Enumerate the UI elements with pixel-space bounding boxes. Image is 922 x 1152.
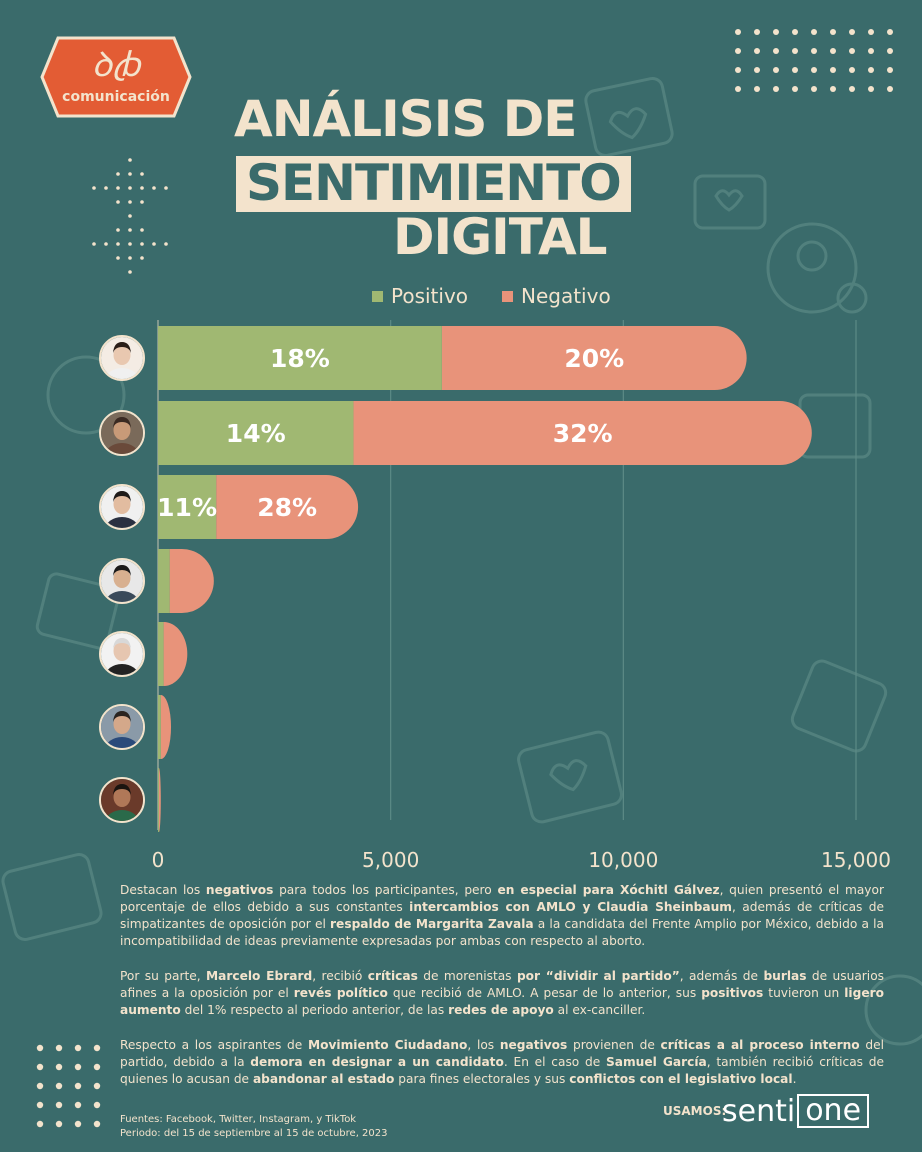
paragraph-2: Por su parte, Marcelo Ebrard, recibió cr… xyxy=(120,969,885,1017)
person-icon xyxy=(101,706,143,748)
candidate-avatar xyxy=(99,704,145,750)
title-line-1: ANÁLISIS DE xyxy=(234,90,577,148)
bar-negative xyxy=(163,622,188,686)
logo: ꝺꞗ comunicación xyxy=(40,32,192,122)
x-tick-label: 10,000 xyxy=(588,848,658,872)
legend-positive: Positivo xyxy=(372,284,468,308)
sentione-logo-a: senti xyxy=(722,1093,796,1129)
bar-negative xyxy=(353,401,812,465)
paragraph-3: Respecto a los aspirantes de Movimiento … xyxy=(120,1038,884,1086)
heart-bubble-icon xyxy=(790,659,888,753)
x-tick-label: 5,000 xyxy=(362,848,419,872)
sentione-logo: senti one xyxy=(722,1093,870,1129)
heart-bubble-icon xyxy=(1,853,103,941)
sources-text: Fuentes: Facebook, Twitter, Instagram, y… xyxy=(120,1114,357,1125)
candidate-avatar xyxy=(99,777,145,823)
dots-bottom-left xyxy=(36,1044,101,1128)
logo-text: comunicación xyxy=(62,89,170,105)
candidate-avatar xyxy=(99,484,145,530)
legend-label-negative: Negativo xyxy=(521,284,611,308)
bar-negative xyxy=(160,695,172,759)
person-icon xyxy=(101,560,143,602)
bar-negative xyxy=(158,768,161,832)
data-label-negative: 28% xyxy=(257,493,317,522)
data-label-positive: 11% xyxy=(157,493,217,522)
dots-top-right xyxy=(735,29,893,92)
legend-label-positive: Positivo xyxy=(391,284,469,308)
dots-left xyxy=(92,158,168,274)
person-icon xyxy=(101,486,143,528)
bar-negative xyxy=(169,549,214,613)
heart-bubble-icon xyxy=(584,76,674,158)
title-line-3: DIGITAL xyxy=(393,208,608,266)
legend-swatch-negative xyxy=(502,290,513,302)
data-label-positive: 18% xyxy=(270,344,330,373)
heart-bubble-icon xyxy=(517,730,623,824)
heart-bubble-icon xyxy=(693,174,767,230)
candidate-avatar xyxy=(99,558,145,604)
bar-positive xyxy=(158,549,170,613)
sentiment-bar-chart: 18% 20% 14% 32% 11% 28% 0 5,000 10,000 15,000 xyxy=(152,320,891,872)
heart-icon xyxy=(714,189,744,212)
candidate-avatar xyxy=(99,335,145,381)
data-label-negative: 32% xyxy=(553,419,613,448)
legend-negative: Negativo xyxy=(502,284,611,308)
title-line-2: SENTIMIENTO xyxy=(236,156,631,212)
person-icon xyxy=(101,337,143,379)
person-icon xyxy=(101,412,143,454)
heart-icon xyxy=(549,759,588,792)
data-label-positive: 14% xyxy=(226,419,286,448)
bar-negative xyxy=(216,475,359,539)
user-icon xyxy=(46,355,126,435)
svg-text:ꝺꞗ: ꝺꞗ xyxy=(92,45,142,85)
candidate-avatar xyxy=(99,410,145,456)
sentione-logo-b: one xyxy=(797,1094,870,1128)
usamos-label: USAMOS: xyxy=(663,1104,727,1118)
x-tick-label: 0 xyxy=(152,848,165,872)
person-icon xyxy=(101,633,143,675)
bar-positive xyxy=(158,475,217,539)
data-label-negative: 20% xyxy=(564,344,624,373)
x-tick-label: 15,000 xyxy=(821,848,891,872)
heart-icon xyxy=(608,107,648,140)
bar-positive xyxy=(158,326,442,390)
bar-negative xyxy=(441,326,747,390)
bar-positive xyxy=(158,695,161,759)
user-add-icon xyxy=(766,222,858,314)
heart-bubble-icon xyxy=(35,572,121,650)
bar-positive xyxy=(158,768,159,832)
bar-positive xyxy=(158,622,164,686)
paragraph-1: Destacan los negativos para todos los pa… xyxy=(120,883,884,948)
period-text: Periodo: del 15 de septiembre al 15 de o… xyxy=(120,1128,388,1139)
bar-positive xyxy=(158,401,354,465)
legend-swatch-positive xyxy=(372,290,383,302)
person-icon xyxy=(101,779,143,821)
candidate-avatar xyxy=(99,631,145,677)
